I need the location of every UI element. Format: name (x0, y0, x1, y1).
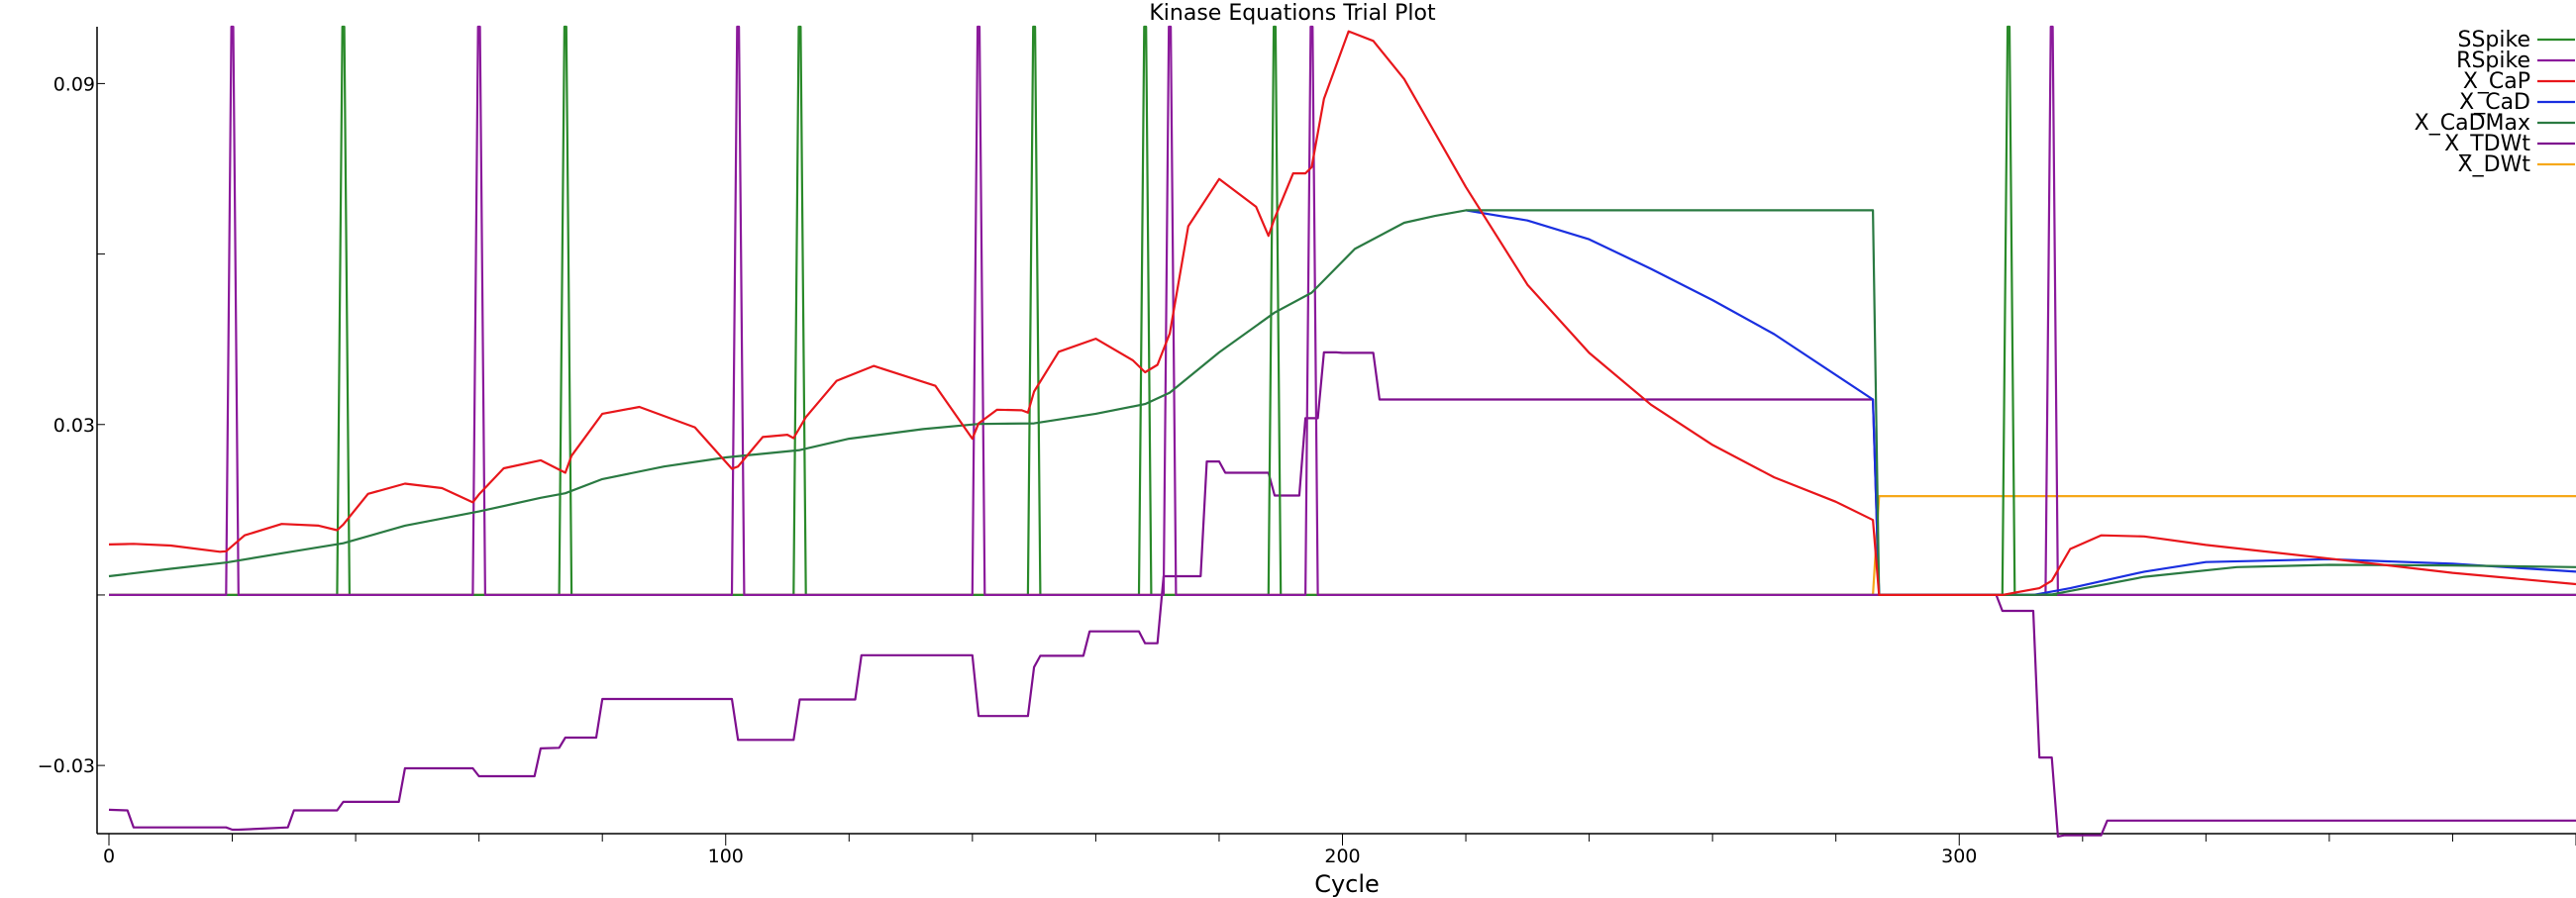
axes: 0 100 200 300 0.09 0.03 −0.03 (38, 27, 2576, 867)
x-axis-label: Cycle (1314, 870, 1380, 898)
x-tick-label: 0 (103, 846, 115, 867)
x-tick-label: 300 (1941, 846, 1977, 867)
legend: SSpikeRSpikeX_CaPX_CaDX_CaDMaxX_TDWtX_DW… (2415, 28, 2575, 177)
legend-label-x-tdwt: X_TDWt (2444, 132, 2530, 156)
series-layer (108, 25, 2576, 838)
x-tick-label: 200 (1324, 846, 1360, 867)
series-line-x-cad (1465, 209, 2576, 596)
legend-label-x-cadmax: X_CaDMax (2415, 111, 2530, 136)
y-tick-label: 0.03 (53, 415, 95, 437)
legend-label-sspike: SSpike (2458, 28, 2531, 52)
legend-label-x-dwt: X_DWt (2458, 152, 2531, 177)
series-line-x-cap (108, 30, 2576, 596)
series-line-rspike (109, 25, 2576, 596)
y-tick-label: −0.03 (38, 755, 95, 777)
series-line-x-cadmax (108, 209, 2576, 596)
y-tick-label: 0.09 (53, 73, 95, 95)
legend-label-rspike: RSpike (2456, 49, 2530, 73)
chart-title: Kinase Equations Trial Plot (1149, 1, 1436, 26)
x-tick-label: 100 (708, 846, 744, 867)
legend-label-x-cad: X_CaD (2459, 90, 2530, 115)
series-line-sspike (109, 25, 2576, 596)
legend-label-x-cap: X_CaP (2463, 69, 2530, 94)
